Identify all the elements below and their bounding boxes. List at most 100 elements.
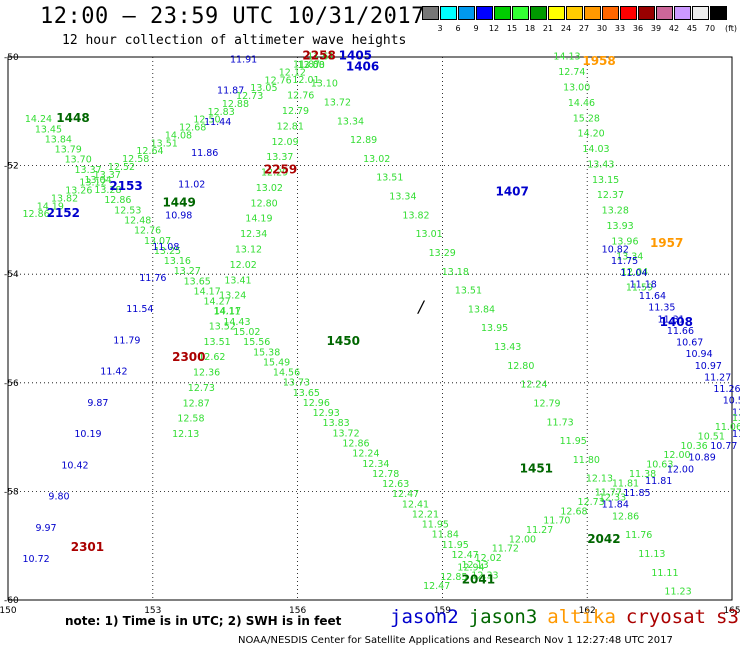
wave-height-value: 12.41 bbox=[402, 499, 429, 510]
wave-height-value: 12.76 bbox=[265, 75, 292, 86]
wave-height-value: 11.87 bbox=[293, 60, 320, 71]
legend-swatch bbox=[512, 6, 529, 20]
wave-height-value: 12.86 bbox=[22, 209, 49, 220]
satellite-legend-s3a: s3a bbox=[716, 606, 740, 628]
wave-height-value: 13.43 bbox=[494, 342, 521, 353]
wave-height-value: 12.33 bbox=[471, 570, 498, 581]
wave-height-value: 13.37 bbox=[94, 170, 121, 181]
wave-height-value: 12.94 bbox=[457, 562, 484, 573]
wave-height-value: 11.31 bbox=[658, 314, 685, 325]
satellite-legend: jason2 jason3 altika cryosat s3a bbox=[390, 606, 740, 628]
pass-time-label: 1408 bbox=[660, 315, 693, 329]
footer-credit: NOAA/NESDIS Center for Satellite Applica… bbox=[238, 635, 673, 646]
pass-time-label: 1957 bbox=[650, 236, 683, 250]
wave-height-value: 12.21 bbox=[412, 509, 439, 520]
wave-height-value: 11.72 bbox=[492, 544, 519, 555]
wave-height-value: 13.70 bbox=[65, 155, 92, 166]
legend-swatch bbox=[476, 6, 493, 20]
pass-time-label: 2301 bbox=[71, 540, 104, 554]
wave-height-value: 13.02 bbox=[363, 154, 390, 165]
wave-height-value: 11.66 bbox=[667, 326, 694, 337]
wave-height-value: 12.04 bbox=[621, 267, 648, 278]
wave-height-value: 12.88 bbox=[222, 99, 249, 110]
wave-height-value: 12.29 bbox=[261, 168, 288, 179]
wave-height-value: 9.87 bbox=[87, 398, 108, 409]
wave-height-value: 13.65 bbox=[184, 276, 211, 287]
wave-height-value: 12.68 bbox=[179, 123, 206, 134]
wave-height-value: 14.20 bbox=[578, 129, 605, 140]
wave-height-value: 13.37 bbox=[75, 165, 102, 176]
legend-swatch bbox=[548, 6, 565, 20]
map-title: 12:00 – 23:59 UTC 10/31/2017 bbox=[40, 4, 425, 29]
wave-height-value: 13.82 bbox=[402, 210, 429, 221]
wave-height-value: 12.53 bbox=[114, 205, 141, 216]
wave-height-value: 12.13 bbox=[586, 474, 613, 485]
pass-time-label: 2042 bbox=[587, 532, 620, 546]
legend-swatch-label: 27 bbox=[578, 24, 590, 33]
wave-height-value: 12.86 bbox=[104, 195, 131, 206]
wave-height-value: 13.51 bbox=[151, 138, 178, 149]
wave-height-value: 13.37 bbox=[266, 152, 293, 163]
wave-height-value: 11.81 bbox=[612, 478, 639, 489]
legend-swatch bbox=[602, 6, 619, 20]
wave-height-value: 13.02 bbox=[256, 183, 283, 194]
wave-height-value: 12.76 bbox=[287, 91, 314, 102]
wave-height-value: 13.28 bbox=[602, 206, 629, 217]
map-frame bbox=[7, 56, 733, 601]
wave-height-value: 12.81 bbox=[277, 121, 304, 132]
wave-height-value: 10.19 bbox=[74, 429, 101, 440]
wave-height-value: 11.02 bbox=[178, 179, 205, 190]
wave-height-value: 12.24 bbox=[520, 380, 547, 391]
wave-height-value: 13.73 bbox=[283, 378, 310, 389]
legend-swatch-label: 21 bbox=[542, 24, 554, 33]
wave-height-value: 15.38 bbox=[253, 347, 280, 358]
wave-height-value: 13.51 bbox=[203, 337, 230, 348]
pass-time-label: 1958 bbox=[582, 54, 615, 68]
wave-height-value: 12.34 bbox=[240, 229, 267, 240]
wave-height-value: 12.02 bbox=[230, 260, 257, 271]
legend-unit: (ft) bbox=[724, 24, 738, 33]
wave-height-value: 11.85 bbox=[623, 488, 650, 499]
satellite-legend-jason3: jason3 bbox=[468, 606, 538, 628]
wave-height-value: 14.11 bbox=[213, 307, 240, 318]
y-tick-label: -60 bbox=[4, 596, 19, 606]
wave-height-value: 11.27 bbox=[704, 372, 731, 383]
wave-height-value: 11.77 bbox=[595, 488, 622, 499]
wave-height-value: 10.36 bbox=[681, 441, 708, 452]
wave-height-value: 11.06 bbox=[715, 422, 740, 433]
wave-height-value: 13.82 bbox=[51, 193, 78, 204]
wave-height-value: 13.27 bbox=[174, 266, 201, 277]
wave-height-value: 11.95 bbox=[732, 407, 740, 418]
legend-swatch-label: 9 bbox=[473, 24, 479, 33]
wave-height-value: 13.10 bbox=[311, 79, 338, 90]
wave-height-value: 12.85 bbox=[440, 572, 467, 583]
wave-height-value: 13.84 bbox=[45, 134, 72, 145]
wave-height-value: 12.00 bbox=[663, 450, 690, 461]
wave-height-value: 14.13 bbox=[553, 52, 580, 63]
legend-swatch-label: 24 bbox=[560, 24, 572, 33]
wave-height-value: 12.58 bbox=[122, 154, 149, 165]
wave-height-value: 13.95 bbox=[481, 323, 508, 334]
legend-swatch-label: 6 bbox=[455, 24, 461, 33]
wave-height-value: 14.24 bbox=[25, 114, 52, 125]
wave-height-value: 14.27 bbox=[203, 297, 230, 308]
legend-swatch bbox=[638, 6, 655, 20]
mark-glyph: / bbox=[416, 297, 425, 316]
legend-swatch bbox=[530, 6, 547, 20]
wave-height-value: 13.93 bbox=[607, 221, 634, 232]
wave-height-value: 12.47 bbox=[392, 489, 419, 500]
wave-height-value: 11.38 bbox=[629, 469, 656, 480]
wave-height-value: 13.01 bbox=[416, 229, 443, 240]
wave-height-value: 12.33 bbox=[599, 493, 626, 504]
satellite-legend-altika: altika bbox=[547, 606, 616, 628]
x-tick-label: 156 bbox=[289, 606, 306, 616]
satellite-legend-cryosat: cryosat bbox=[625, 606, 706, 628]
wave-height-value: 11.84 bbox=[602, 500, 629, 511]
wave-height-value: 13.34 bbox=[389, 192, 416, 203]
wave-height-value: 12.01 bbox=[292, 75, 319, 86]
wave-height-value: 12.63 bbox=[382, 479, 409, 490]
wave-height-value: 13.51 bbox=[455, 286, 482, 297]
wave-height-value: 13.00 bbox=[563, 82, 590, 93]
x-tick-label: 162 bbox=[579, 606, 596, 616]
legend-swatch bbox=[674, 6, 691, 20]
